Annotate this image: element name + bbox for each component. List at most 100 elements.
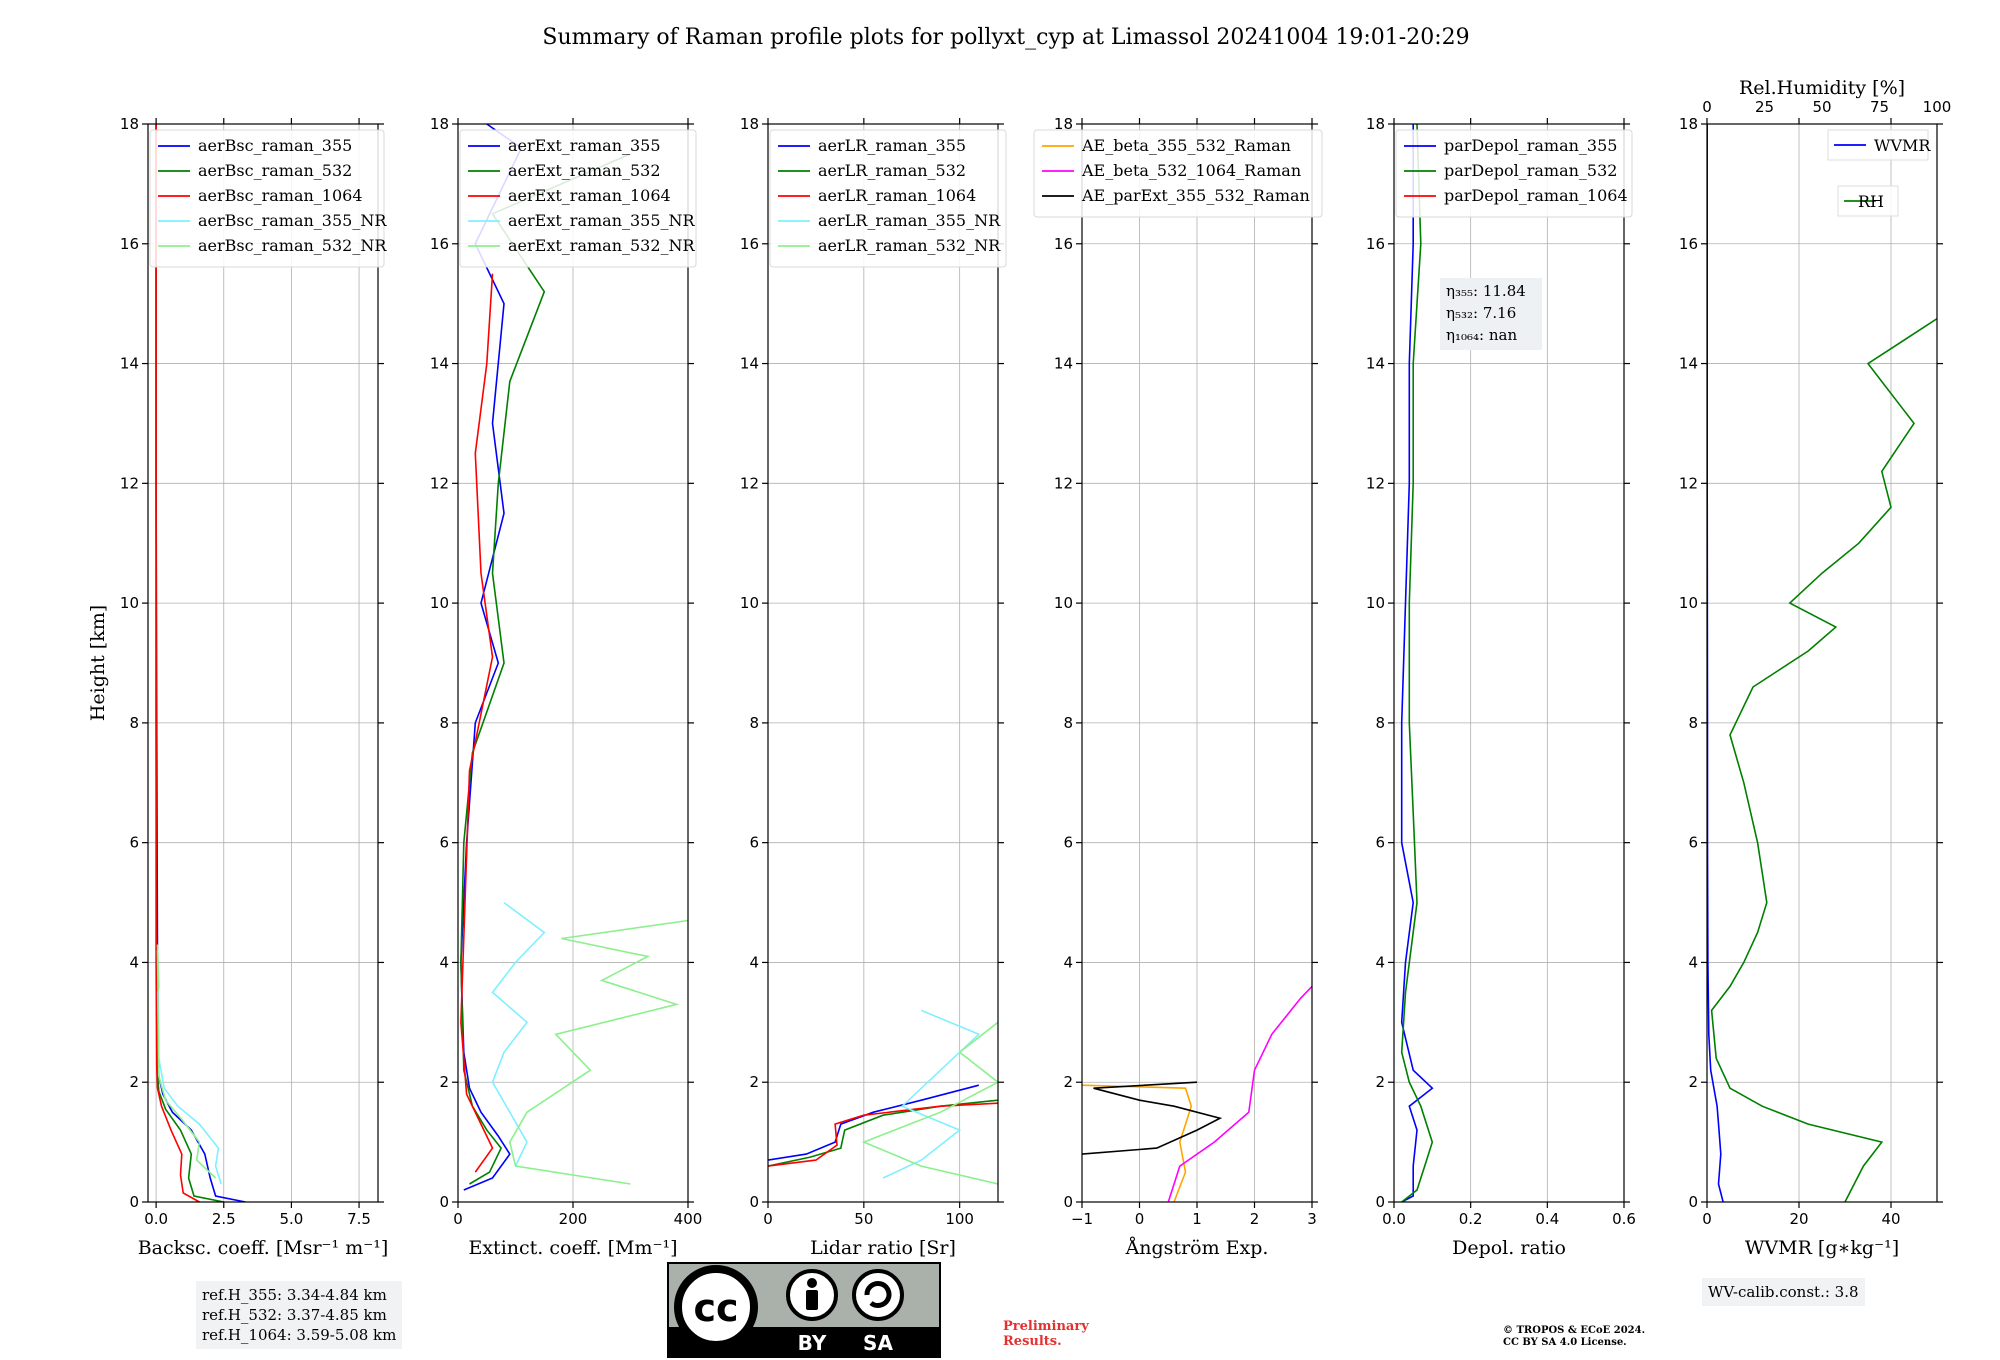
legend-label: aerLR_raman_1064 [818,186,976,205]
y-tick-label: 14 [1366,355,1385,373]
eta-annotation: η₁₀₆₄: nan [1446,326,1517,344]
series-line-aerBsc_raman_532_NR [156,944,217,1179]
legend-entry: WVMR [1827,129,1931,161]
y-tick-label: 12 [740,474,759,492]
x-tick-label: 40 [1881,1210,1900,1228]
legend-entry: RH [1837,185,1899,217]
series-line-parDepol_raman_532 [1400,124,1434,1202]
wv-calibration-box: WV-calib.const.: 3.8 [1702,1278,1865,1306]
x-axis-label: Lidar ratio [Sr] [810,1237,956,1259]
series-line-AE_beta_532_1064_Raman [1167,985,1312,1202]
legend-label: aerBsc_raman_355 [198,136,352,155]
badge-sa-label: SA [863,1331,893,1355]
panel-frame [1393,123,1625,1203]
figure-title: Summary of Raman profile plots for polly… [542,25,1469,50]
legend-box [1395,129,1633,218]
y-tick-label: 2 [1375,1073,1385,1091]
y-tick-label: 10 [1054,594,1073,612]
legend-label: aerBsc_raman_532 [198,161,352,180]
x-tick-label: 0 [1135,1210,1145,1228]
copyright-line-1: © TROPOS & ECoE 2024. [1503,1325,1646,1336]
y-tick-label: 4 [1688,953,1698,971]
legend: aerLR_raman_355 aerLR_raman_532 aerLR_rama… [769,129,1007,268]
y-tick-label: 16 [120,235,139,253]
panel-1: 0 2 4 6 8 10 12 14 16 18 0.0 2.5 5.0 7.5 Backsc. coeff… [87,115,388,1259]
y-tick-label: 8 [1063,714,1073,732]
y-tick-label: 18 [120,115,139,133]
y-tick-label: 6 [439,834,449,852]
legend-box [1033,129,1323,218]
reference-heights-box: ref.H_355: 3.34-4.84 km ref.H_532: 3.37-… [196,1281,403,1349]
y-tick-label: 8 [129,714,139,732]
legend-label: aerBsc_raman_1064 [198,186,363,205]
x-tick-label: 3 [1307,1210,1317,1228]
panel-frame [767,123,999,1203]
y-tick-label: 2 [129,1073,139,1091]
legend: aerExt_raman_355 aerExt_raman_532 aerExt_r… [459,129,697,268]
legend-label: parDepol_raman_1064 [1444,186,1628,205]
cc-icon [674,1265,758,1349]
y-tick-label: 12 [120,474,139,492]
x-tick-label: 7.5 [347,1210,371,1228]
x2-tick-label: 75 [1870,98,1889,116]
legend-label: aerExt_raman_532 [508,161,661,180]
x-tick-label: 5.0 [279,1210,303,1228]
by-icon-head [807,1278,817,1288]
eta-annotation: η₃₅₅: 11.84 [1446,282,1526,300]
y-tick-label: 12 [1679,474,1698,492]
preliminary-notice: Preliminary Results. [1003,1319,1089,1349]
x-tick-label: 0 [1702,1210,1712,1228]
legend-label: aerExt_raman_1064 [508,186,671,205]
legend: AE_beta_355_532_Raman AE_beta_532_1064_Ra… [1033,129,1323,218]
x-tick-label: 2.5 [212,1210,236,1228]
y-tick-label: 16 [1366,235,1385,253]
y-tick-label: 4 [129,953,139,971]
x2-tick-label: 100 [1923,98,1952,116]
series-line-aerLR_raman_532_NR [861,1021,998,1185]
legend-label: aerExt_raman_355 [508,136,661,155]
panel-2: 0 2 4 6 8 10 12 14 16 18 0 200 400 Extinct. coeff. [M… [430,115,702,1259]
cc-icon-glyph: cc [693,1286,738,1330]
y-tick-label: 12 [1366,474,1385,492]
legend-label: aerLR_raman_532 [818,161,966,180]
y-tick-label: 10 [1679,594,1698,612]
x-axis-label: Extinct. coeff. [Mm⁻¹] [468,1237,677,1259]
badge-by-label: BY [798,1331,827,1355]
panel-3: 0 2 4 6 8 10 12 14 16 18 0 50 100 Lidar ratio [Sr] aer… [740,115,1007,1259]
series-line-AE_parExt_355_532_Raman [1082,1081,1223,1155]
legend-label: WVMR [1874,136,1931,155]
y-tick-label: 6 [749,834,759,852]
y-tick-label: 10 [120,594,139,612]
legend-label: aerExt_raman_532_NR [508,236,696,255]
y-tick-label: 18 [1054,115,1073,133]
legend-label: AE_beta_355_532_Raman [1081,136,1291,155]
y-tick-label: 4 [439,953,449,971]
wv-calibration-text: WV-calib.const.: 3.8 [1708,1283,1859,1301]
y-tick-label: 16 [1054,235,1073,253]
y-tick-label: 4 [1375,953,1385,971]
series-line-aerExt_raman_532_NR [508,919,688,1185]
y-tick-label: 6 [1375,834,1385,852]
series-line-aerExt_raman_532 [460,153,631,1185]
panel-frame [147,123,379,1203]
y-tick-label: 12 [430,474,449,492]
y-tick-label: 4 [1063,953,1073,971]
x-axis-label: Depol. ratio [1452,1237,1566,1259]
y-axis-label: Height [km] [87,605,109,721]
y-tick-label: 14 [740,355,759,373]
y-tick-label: 16 [430,235,449,253]
legend-label: parDepol_raman_355 [1444,136,1617,155]
series-line-aerLR_raman_1064 [768,1102,998,1167]
eta-annotation: η₅₃₂: 7.16 [1446,304,1516,322]
y-tick-label: 0 [1688,1193,1698,1211]
y-tick-label: 18 [740,115,759,133]
series-line-aerExt_raman_355 [460,124,523,1191]
y-tick-label: 10 [430,594,449,612]
y-tick-label: 0 [1063,1193,1073,1211]
y-tick-label: 10 [1366,594,1385,612]
series-line-AE_beta_355_532_Raman [1082,1084,1193,1202]
x-tick-label: 100 [945,1210,974,1228]
series-line-parDepol_raman_355 [1400,124,1434,1202]
series-line-aerBsc_raman_355_NR [156,950,222,1185]
